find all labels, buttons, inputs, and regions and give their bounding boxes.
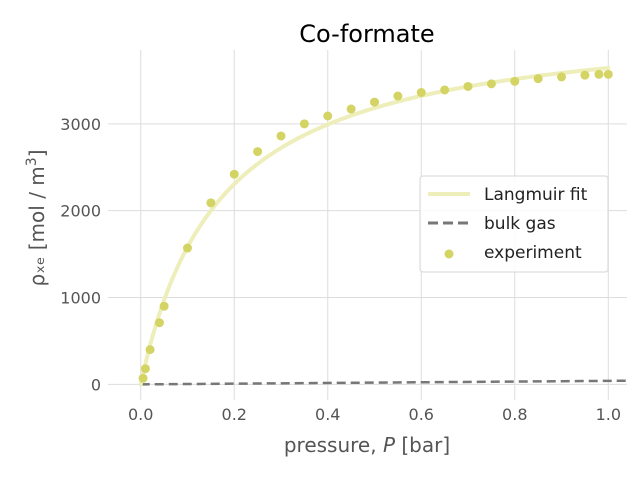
x-tick-label: 0.2: [222, 405, 247, 424]
legend-bulk-label: bulk gas: [484, 214, 556, 234]
experiment-point: [594, 69, 604, 79]
legend: Langmuir fit bulk gas experiment: [419, 175, 609, 273]
experiment-point: [393, 91, 403, 101]
bulk-gas-layer: [140, 379, 628, 386]
x-axis-label-var: P: [383, 433, 396, 457]
y-axis-label-sup: 3: [24, 157, 40, 166]
y-axis-label: ρₓₑ [mol / m3]: [24, 149, 49, 286]
chart-title: Co-formate: [299, 20, 434, 48]
experiment-point: [140, 364, 150, 374]
x-axis-label-prefix: pressure,: [284, 433, 383, 457]
experiment-point: [154, 318, 164, 328]
experiment-point: [138, 373, 148, 383]
experiment-point: [603, 69, 613, 79]
legend-fit-label: Langmuir fit: [484, 185, 588, 205]
experiment-point: [159, 301, 169, 311]
experiment-point: [299, 119, 309, 129]
experiment-point: [346, 104, 356, 114]
experiment-point: [486, 79, 496, 89]
legend-experiment-swatch: [444, 249, 454, 259]
x-tick-label: 0.6: [409, 405, 434, 424]
experiment-point: [276, 131, 286, 141]
y-tick-label: 1000: [60, 289, 101, 308]
x-axis-label-suffix: [bar]: [395, 433, 450, 457]
y-tick-label: 0: [91, 375, 101, 394]
bulk-gas-line: [140, 379, 628, 386]
y-tick-labels: 0 1000 2000 3000: [60, 115, 101, 395]
experiment-point: [145, 345, 155, 355]
experiment-point: [182, 243, 192, 253]
langmuir-fit-line: [138, 66, 611, 387]
x-tick-label: 0.0: [128, 405, 153, 424]
experiment-point: [440, 85, 450, 95]
x-tick-labels: 0.0 0.2 0.4 0.6 0.8 1.0: [128, 405, 621, 424]
langmuir-fit-layer: [138, 66, 611, 387]
experiment-point: [323, 111, 333, 121]
x-tick-label: 0.4: [315, 405, 340, 424]
experiment-point: [206, 198, 216, 208]
experiment-point: [229, 169, 239, 179]
experiment-point: [533, 74, 543, 84]
x-tick-label: 0.8: [502, 405, 527, 424]
x-axis-label: pressure, P [bar]: [284, 433, 450, 457]
legend-experiment-label: experiment: [484, 243, 582, 263]
experiment-point: [580, 70, 590, 80]
experiment-point: [253, 147, 263, 157]
experiment-point: [416, 88, 426, 98]
experiment-points: [138, 69, 613, 383]
experiment-point: [463, 81, 473, 91]
experiment-point: [370, 97, 380, 107]
x-tick-label: 1.0: [596, 405, 621, 424]
y-axis-label-main: ρₓₑ [mol / m: [25, 166, 49, 286]
experiment-point: [557, 72, 567, 82]
y-tick-label: 3000: [60, 115, 101, 134]
legend-box: [419, 175, 609, 273]
y-axis-label-close: ]: [25, 149, 49, 157]
y-tick-label: 2000: [60, 202, 101, 221]
experiment-point: [510, 76, 520, 86]
